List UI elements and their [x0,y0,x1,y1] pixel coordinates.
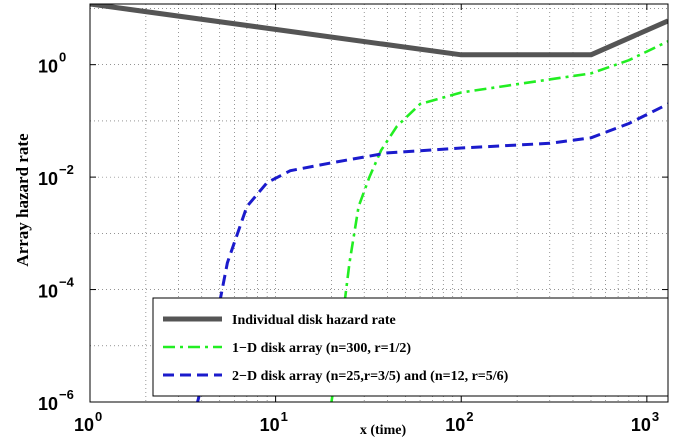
legend-label-2d-array: 2−D disk array (n=25,r=3/5) and (n=12, r… [232,369,509,384]
y-tick-label: 10 [38,282,58,302]
series-2d-array [196,102,668,402]
y-tick-label: 10 [38,394,58,414]
y-axis-label: Array hazard rate [13,133,32,267]
x-tick-label: 10 [631,415,651,435]
x-tick-exponent: 3 [652,409,659,424]
legend-label-1d-array: 1−D disk array (n=300, r=1/2) [232,341,411,356]
x-tick-label: 10 [445,415,465,435]
y-tick-exponent: −2 [59,162,74,177]
x-tick-label: 10 [74,415,94,435]
plot-frame [89,3,669,403]
legend-box [152,297,669,397]
legend: Individual disk hazard rate 1−D disk arr… [152,297,669,397]
x-tick-label: 10 [260,415,280,435]
y-tick-exponent: −4 [59,275,75,290]
x-tick-exponent: 0 [95,409,102,424]
series-1d-array [330,40,668,402]
x-tick-exponent: 2 [466,409,473,424]
y-tick-exponent: −6 [59,387,74,402]
grid-lines [90,4,668,402]
legend-label-individual: Individual disk hazard rate [232,313,396,328]
series-individual-disk [90,4,668,58]
y-tick-exponent: 0 [59,50,66,65]
y-tick-label: 10 [38,57,58,77]
x-tick-exponent: 1 [281,409,288,424]
series-lines [90,4,668,402]
axis-ticks: 10 0 10 1 10 2 10 310 −610 −410 −210 0 [38,4,668,435]
y-tick-label: 10 [38,169,58,189]
x-axis-label: x (time) [360,423,407,438]
